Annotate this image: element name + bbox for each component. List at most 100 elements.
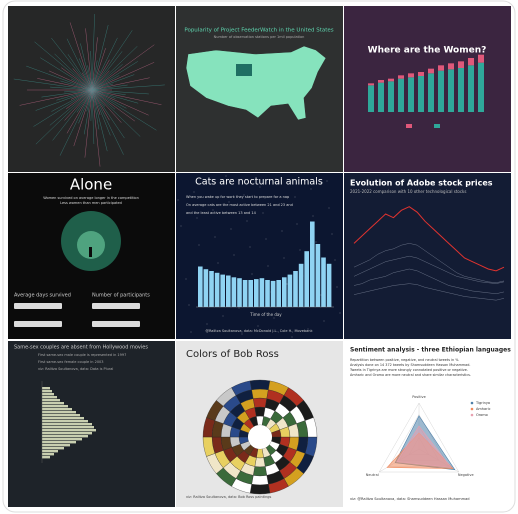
bar-women bbox=[468, 58, 474, 66]
ray bbox=[90, 89, 93, 121]
ray bbox=[49, 89, 93, 126]
bar bbox=[259, 278, 265, 307]
ray bbox=[19, 89, 93, 106]
ray bbox=[79, 58, 93, 91]
ray bbox=[60, 80, 93, 91]
dropdown[interactable] bbox=[92, 321, 140, 327]
star bbox=[328, 207, 330, 209]
credit: @Ralitza Soultanova, data: McDonald J.L.… bbox=[205, 329, 313, 333]
color-cell bbox=[304, 417, 318, 438]
ray bbox=[69, 22, 93, 91]
legend-dot bbox=[470, 413, 474, 417]
ray bbox=[34, 41, 93, 91]
ray bbox=[91, 51, 123, 91]
ray bbox=[91, 89, 122, 123]
ray bbox=[91, 30, 133, 91]
dropdown[interactable] bbox=[14, 321, 62, 327]
star bbox=[296, 223, 298, 225]
bar bbox=[42, 402, 64, 405]
color-cell bbox=[254, 406, 266, 417]
star bbox=[310, 188, 312, 190]
ray bbox=[52, 89, 93, 141]
panel: Colors of Bob Ross viz: Ralitza Soultanov… bbox=[176, 341, 343, 507]
ray bbox=[91, 60, 98, 91]
star bbox=[233, 254, 235, 256]
ray bbox=[91, 59, 110, 91]
ray bbox=[73, 89, 93, 147]
ray bbox=[91, 89, 108, 152]
star bbox=[283, 257, 285, 259]
stock-line bbox=[353, 255, 505, 284]
text-line: Analysis done on 14 372 tweets by Shamsu… bbox=[350, 363, 471, 367]
star bbox=[238, 307, 240, 309]
ray bbox=[84, 89, 93, 158]
panel: Alone Women survived on average longer in… bbox=[8, 173, 175, 339]
star bbox=[281, 230, 283, 232]
bar-women bbox=[418, 72, 424, 76]
bar-women bbox=[368, 83, 374, 86]
ray bbox=[54, 53, 93, 91]
ray bbox=[41, 89, 93, 98]
bar-women bbox=[388, 78, 394, 82]
ray bbox=[87, 65, 93, 91]
legend-swatch bbox=[406, 124, 412, 128]
dropdown[interactable] bbox=[14, 303, 62, 309]
star bbox=[273, 317, 275, 319]
ray bbox=[64, 89, 93, 121]
panel bbox=[8, 6, 175, 172]
bar bbox=[42, 417, 84, 420]
text-line: When you wake up for work they start to … bbox=[186, 195, 290, 199]
ray bbox=[50, 86, 93, 91]
star bbox=[326, 180, 328, 182]
star bbox=[315, 241, 317, 243]
title: Alone bbox=[70, 176, 112, 194]
star bbox=[206, 323, 208, 325]
panel: Popularity of Project FeederWatch in the… bbox=[176, 6, 343, 172]
bar bbox=[42, 414, 80, 417]
bar-women bbox=[478, 54, 484, 63]
subtitle: 2021-2022 comparison with 10 other techn… bbox=[350, 189, 466, 194]
ray bbox=[91, 44, 155, 91]
star bbox=[246, 220, 248, 222]
stock-line bbox=[353, 206, 505, 272]
bar bbox=[226, 275, 231, 307]
ray bbox=[78, 89, 93, 124]
ray bbox=[86, 89, 93, 112]
bar bbox=[276, 280, 281, 307]
color-cell bbox=[249, 484, 271, 495]
bar bbox=[254, 279, 259, 307]
ray bbox=[91, 89, 125, 139]
ray bbox=[65, 89, 93, 110]
ray bbox=[91, 64, 123, 91]
bar bbox=[42, 429, 96, 432]
dropdown[interactable] bbox=[92, 303, 140, 309]
star bbox=[251, 273, 253, 275]
ray bbox=[66, 38, 93, 91]
star bbox=[198, 244, 200, 246]
state-highlight bbox=[236, 64, 252, 76]
ray bbox=[59, 89, 93, 156]
bar bbox=[42, 444, 70, 447]
star bbox=[267, 265, 269, 267]
panel: Same-sex couples are absent from Hollywo… bbox=[8, 341, 175, 507]
star bbox=[286, 283, 288, 285]
star bbox=[222, 315, 224, 317]
bar-women bbox=[438, 65, 444, 71]
title: Cats are nocturnal animals bbox=[195, 177, 323, 188]
text-line: On average cats are the most active betw… bbox=[186, 203, 293, 207]
bar bbox=[42, 399, 60, 402]
bar bbox=[42, 387, 50, 390]
ray bbox=[26, 65, 93, 91]
axis-label: Neutral bbox=[366, 473, 379, 477]
ray bbox=[76, 89, 93, 113]
bar bbox=[42, 450, 58, 453]
ray bbox=[91, 84, 128, 91]
bar bbox=[304, 251, 309, 307]
text-line: First same-sex male couple is represente… bbox=[38, 353, 126, 357]
ray bbox=[91, 89, 126, 95]
bar bbox=[270, 280, 276, 307]
ray bbox=[13, 78, 93, 91]
star bbox=[180, 225, 182, 227]
radar-grid bbox=[378, 402, 460, 473]
bar bbox=[220, 274, 225, 307]
